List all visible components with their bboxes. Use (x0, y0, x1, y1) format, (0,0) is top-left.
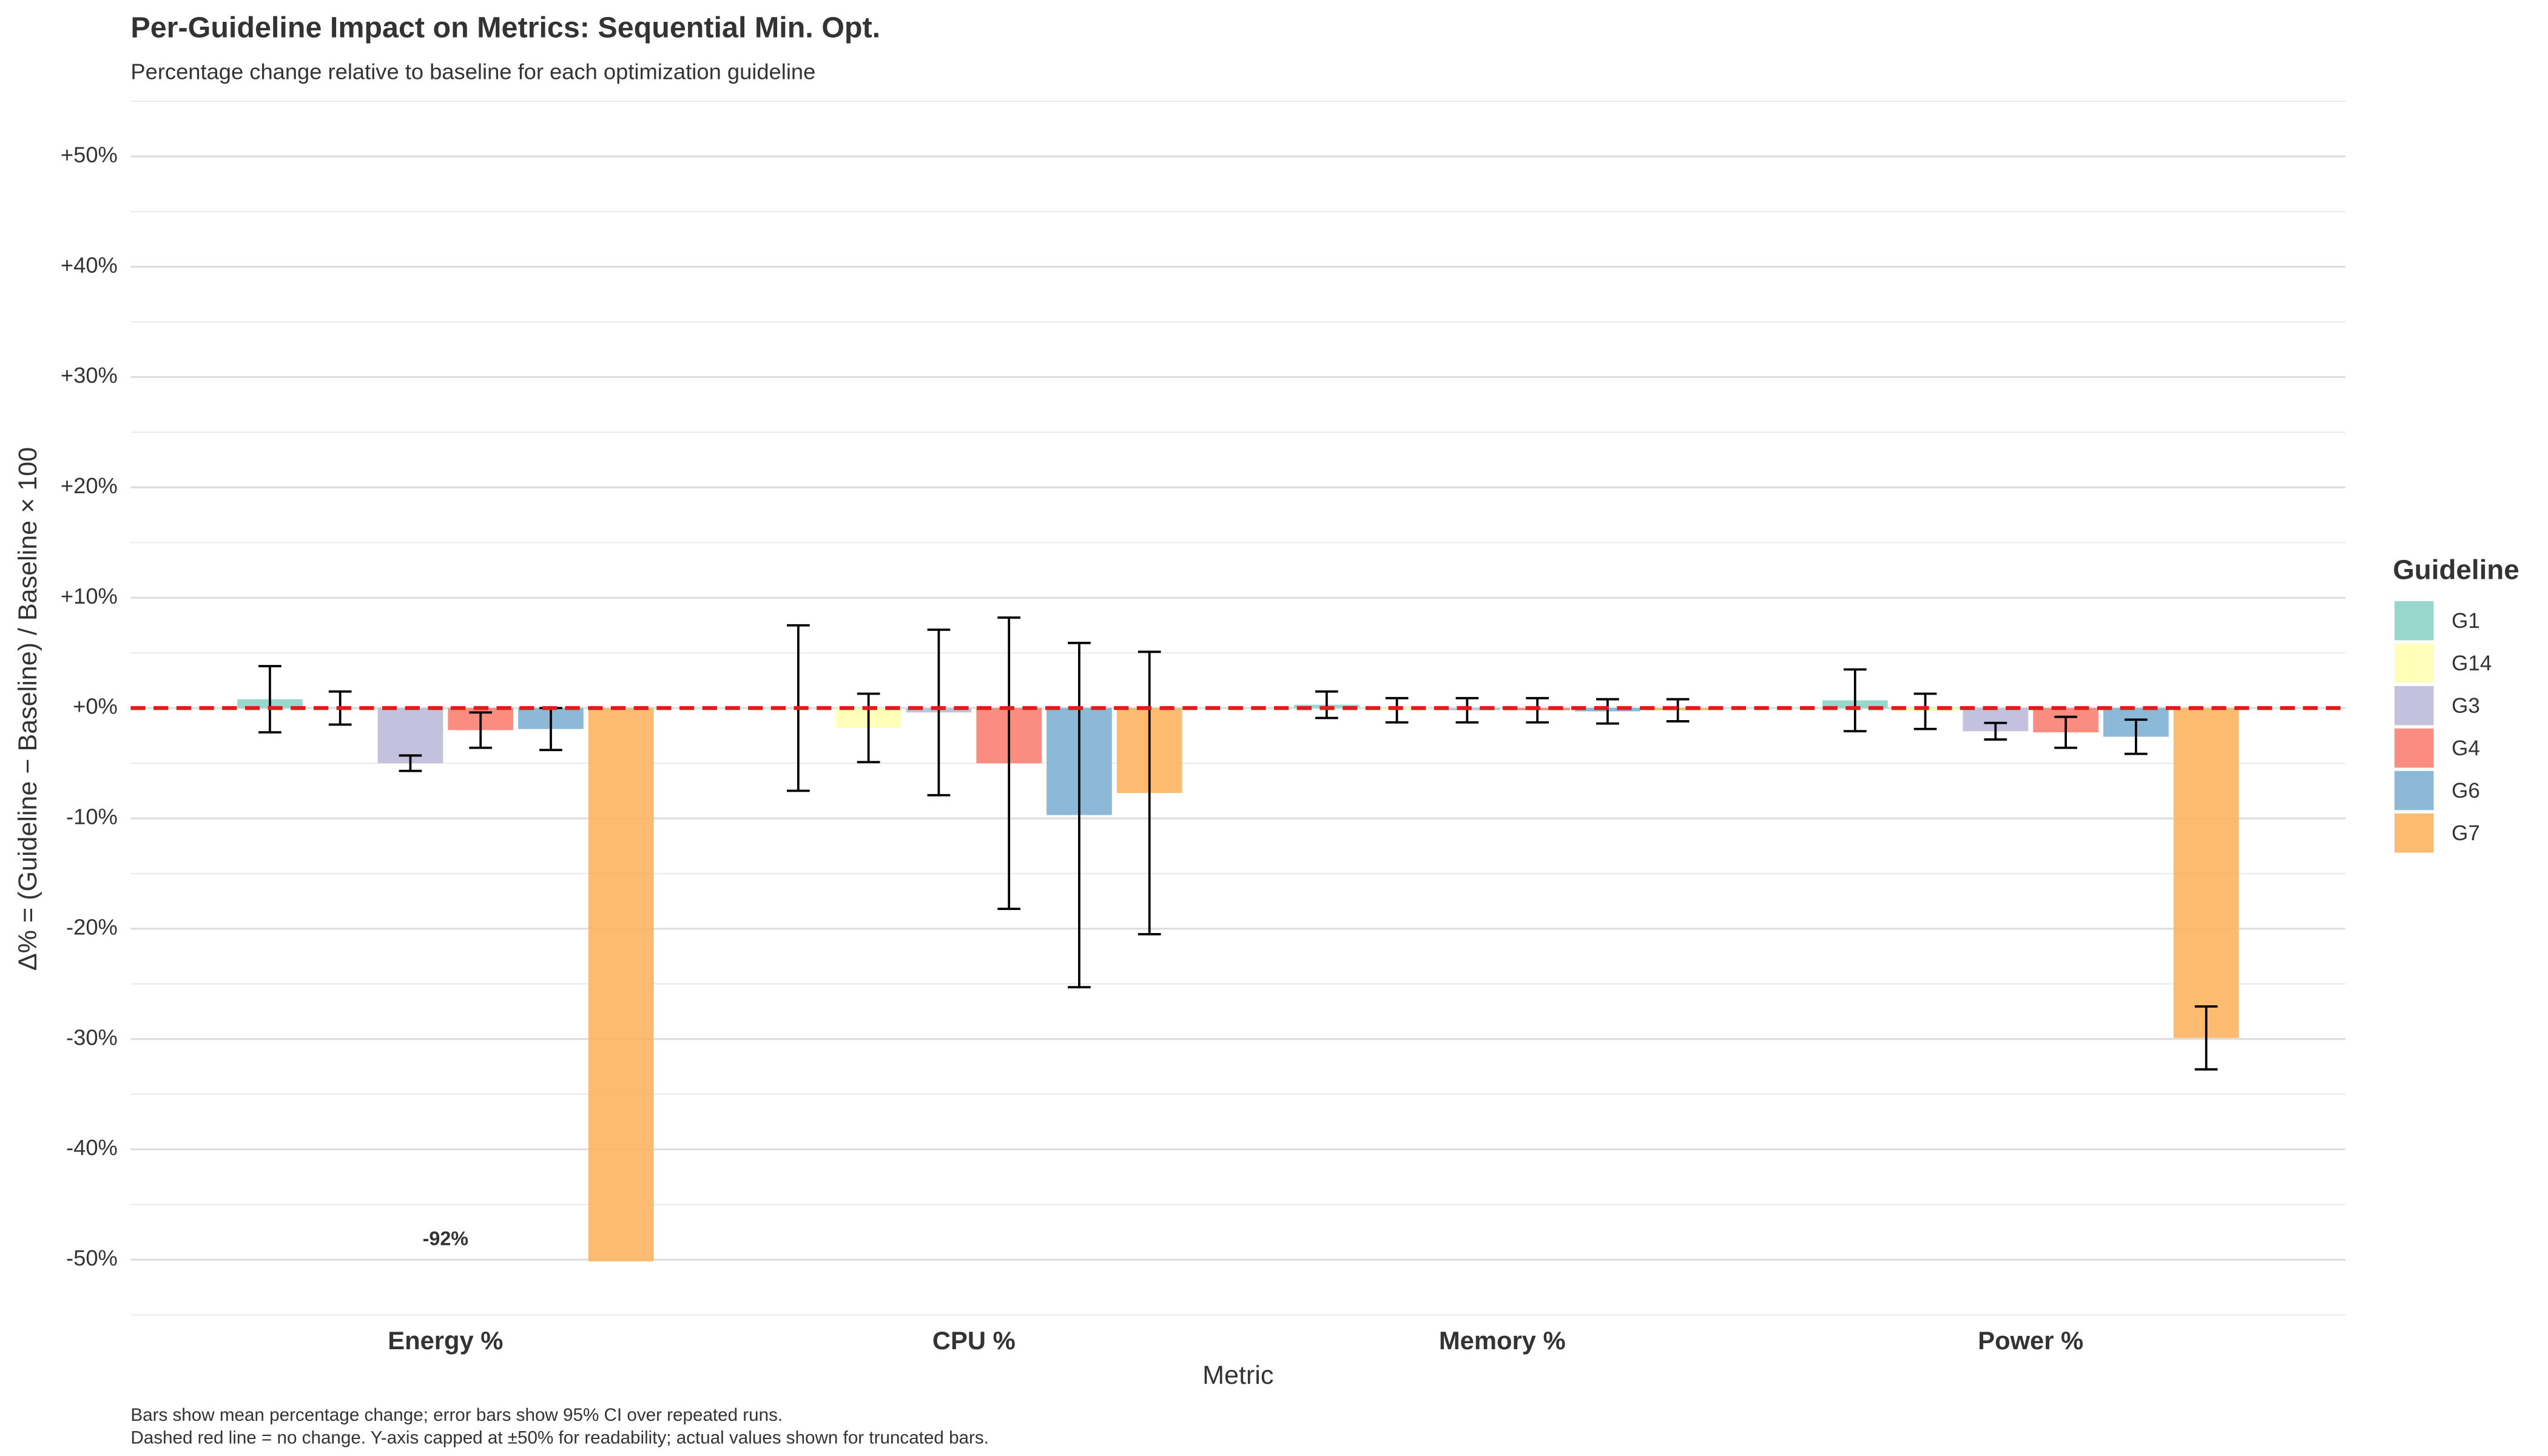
legend-label: G4 (2452, 736, 2480, 760)
error-bar (927, 629, 951, 797)
legend-key (2394, 601, 2434, 641)
error-bar (1138, 650, 1161, 935)
y-tick-label: -50% (66, 1245, 118, 1270)
x-tick-label: Memory % (1439, 1326, 1566, 1355)
legend-label: G1 (2452, 609, 2480, 633)
x-tick-label: Power % (1978, 1326, 2083, 1355)
y-tick-label: +50% (61, 142, 118, 167)
legend-title: Guideline (2393, 554, 2519, 585)
legend-label: G7 (2452, 821, 2480, 845)
bar (2173, 708, 2239, 1038)
y-axis-label: Δ% = (Guideline − Baseline) / Baseline ×… (13, 447, 42, 971)
y-tick-label: -40% (66, 1135, 118, 1160)
x-tick-label: CPU % (932, 1326, 1016, 1355)
caption-line: Dashed red line = no change. Y-axis capp… (130, 1428, 989, 1448)
error-bar (1596, 698, 1619, 725)
y-tick-label: +40% (61, 252, 118, 277)
error-bar (857, 692, 880, 764)
y-tick-label: +10% (61, 584, 118, 608)
error-bar (1068, 641, 1091, 989)
legend-key (2394, 686, 2434, 726)
y-tick-label: -10% (66, 804, 118, 829)
error-bar (1315, 690, 1338, 720)
caption-line: Bars show mean percentage change; error … (130, 1405, 783, 1425)
legend-key (2394, 643, 2434, 683)
error-bar (258, 665, 281, 734)
error-bar (1913, 692, 1937, 730)
error-bar (469, 711, 493, 749)
chart-title: Per-Guideline Impact on Metrics: Sequent… (130, 11, 880, 44)
error-bar (399, 754, 422, 772)
error-bar (1455, 696, 1479, 724)
error-bar (1526, 696, 1549, 724)
chart-subtitle: Percentage change relative to baseline f… (130, 59, 815, 84)
legend-label: G14 (2452, 652, 2492, 675)
y-tick-label: -20% (66, 914, 118, 939)
error-bar (2054, 715, 2077, 749)
error-bar (1843, 668, 1867, 733)
legend-key (2394, 728, 2434, 768)
value-label: -92% (423, 1228, 468, 1250)
y-tick-label: -30% (66, 1025, 118, 1050)
y-tick-label: +30% (61, 363, 118, 388)
error-bar (2125, 718, 2148, 755)
legend-key (2394, 770, 2434, 811)
y-tick-label: +0% (73, 694, 118, 719)
error-bar (2194, 1005, 2218, 1071)
error-bar (1666, 698, 1690, 723)
error-bar (1385, 696, 1409, 724)
error-bar (997, 616, 1021, 910)
bar (588, 708, 654, 1262)
x-axis-label: Metric (1202, 1361, 1273, 1390)
legend-key (2394, 813, 2434, 853)
legend-label: G3 (2452, 694, 2480, 718)
x-tick-label: Energy % (388, 1326, 503, 1355)
y-tick-label: +20% (61, 473, 118, 498)
error-bar (1984, 721, 2007, 741)
legend-label: G6 (2452, 779, 2480, 803)
bar (377, 708, 443, 764)
plot-area (237, 616, 2239, 1262)
